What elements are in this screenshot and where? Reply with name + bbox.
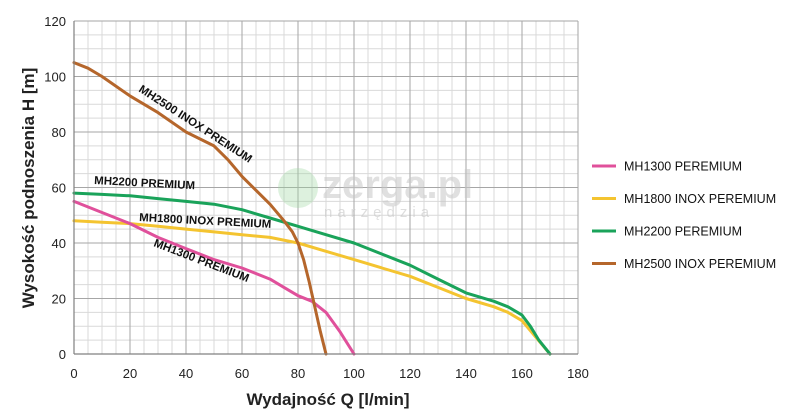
- y-tick-labels: 0 20 40 60 80 100 120: [44, 14, 66, 362]
- y-tick-label: 40: [52, 236, 66, 251]
- x-axis-title: Wydajność Q [l/min]: [246, 390, 409, 409]
- x-tick-labels: 0 20 40 60 80 100 120 140 160 180: [70, 366, 588, 381]
- watermark-text: zerga.pl: [322, 163, 473, 207]
- y-tick-label: 100: [44, 70, 66, 85]
- watermark-subtext: narzędzia: [324, 204, 434, 221]
- watermark-logo-icon: [278, 168, 318, 208]
- y-tick-label: 0: [59, 347, 66, 362]
- curve-labels: MH2500 INOX PREMIUM MH2200 PREMIUM MH180…: [94, 83, 272, 285]
- x-tick-label: 160: [511, 366, 533, 381]
- legend-label-3: MH2500 INOX PEREMIUM: [624, 257, 776, 271]
- series-line-1: [72, 219, 552, 356]
- x-tick-label: 60: [235, 366, 249, 381]
- legend: MH1300 PEREMIUM MH1800 INOX PEREMIUM MH220…: [592, 160, 776, 271]
- curve-label-mh2200: MH2200 PREMIUM: [94, 175, 195, 192]
- legend-label-1: MH1800 INOX PEREMIUM: [624, 192, 776, 206]
- x-tick-label: 20: [123, 366, 137, 381]
- series-line-2: [72, 191, 552, 356]
- x-tick-label: 0: [70, 366, 77, 381]
- x-tick-label: 100: [343, 366, 365, 381]
- legend-label-2: MH2200 PEREMIUM: [624, 225, 742, 239]
- series-lines: [72, 61, 552, 356]
- x-tick-label: 140: [455, 366, 477, 381]
- series-line-0: [72, 199, 356, 356]
- series-line-3: [72, 61, 328, 356]
- curve-label-mh2500: MH2500 INOX PREMIUM: [136, 83, 253, 165]
- y-axis-title: Wysokość podnoszenia H [m]: [19, 68, 38, 309]
- x-tick-label: 80: [291, 366, 305, 381]
- legend-label-0: MH1300 PEREMIUM: [624, 160, 742, 174]
- y-tick-label: 60: [52, 181, 66, 196]
- x-tick-label: 40: [179, 366, 193, 381]
- axes: [73, 21, 578, 355]
- y-tick-label: 20: [52, 292, 66, 307]
- x-tick-label: 180: [567, 366, 589, 381]
- y-tick-label: 120: [44, 14, 66, 29]
- curve-label-mh1300: MH1300 PREMIUM: [152, 238, 251, 285]
- y-tick-label: 80: [52, 125, 66, 140]
- x-tick-label: 120: [399, 366, 421, 381]
- watermark: zerga.pl narzędzia: [278, 163, 473, 221]
